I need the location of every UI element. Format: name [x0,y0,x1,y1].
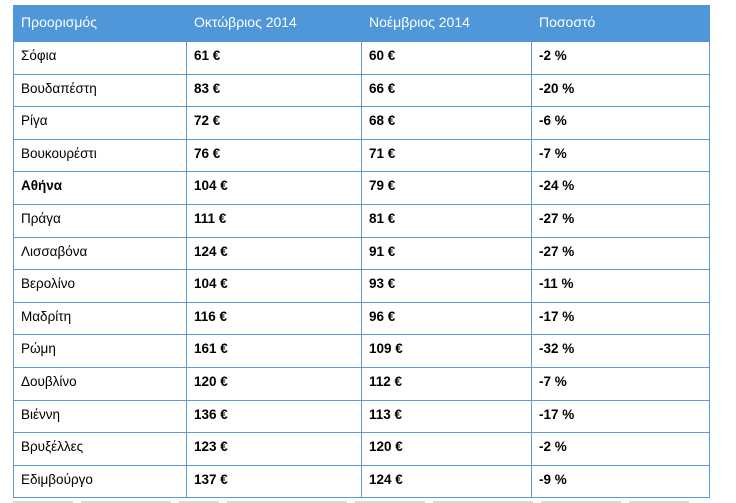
cell-destination: Πράγα [13,203,187,238]
cell-october-price: 83 € [186,73,362,108]
table-row: Ρίγα 72 €68 € -6 % [13,106,710,140]
cell-percentage: -20 % [531,73,710,108]
cell-october-price: 72 € [186,106,362,140]
cell-percentage: -27 % [531,236,710,271]
cell-percentage: -24 % [531,171,710,205]
table-row: Βουκουρέστι 76 €71 € -7 % [13,138,710,173]
cell-destination: Εδιμβούργο [13,464,187,499]
cell-destination: Ρώμη [13,334,187,368]
table-header: Προορισμός Οκτώβριος 2014 Νοέμβριος 2014… [13,5,710,42]
table-row: Σόφια 61 €60 € -2 % [13,41,710,75]
cell-november-price: 91 € [361,236,532,271]
cell-november-price: 81 € [361,203,532,238]
cell-november-price: 60 € [361,41,532,75]
table-row: Βρυξέλλες 123 €120 € -2 % [13,432,710,466]
cell-october-price: 120 € [186,366,362,401]
cell-november-price: 112 € [361,366,532,401]
cell-october-price: 124 € [186,236,362,271]
cell-november-price: 96 € [361,301,532,336]
cell-percentage: -6 % [531,106,710,140]
cell-destination: Βερολίνο [13,269,187,303]
cell-percentage: -2 % [531,432,710,466]
cell-october-price: 61 € [186,41,362,75]
cell-november-price: 109 € [361,334,532,368]
cell-percentage: -11 % [531,269,710,303]
cell-october-price: 137 € [186,464,362,499]
cell-november-price: 113 € [361,399,532,434]
table-row: Βερολίνο 104 €93 € -11 % [13,269,710,303]
cell-percentage: -9 % [531,464,710,499]
cell-october-price: 76 € [186,138,362,173]
cell-october-price: 123 € [186,432,362,466]
cell-october-price: 116 € [186,301,362,336]
table-row: Λισσαβόνα 124 €91 € -27 % [13,236,710,271]
cell-percentage: -27 % [531,203,710,238]
cell-october-price: 161 € [186,334,362,368]
cell-percentage: -17 % [531,301,710,336]
table-row: Αθήνα 104 €79 € -24 % [13,171,710,205]
cell-destination: Δουβλίνο [13,366,187,401]
cell-destination: Ρίγα [13,106,187,140]
cell-november-price: 93 € [361,269,532,303]
cell-november-price: 71 € [361,138,532,173]
price-table-container: Προορισμός Οκτώβριος 2014 Νοέμβριος 2014… [13,5,710,499]
table-row: Πράγα 111 €81 € -27 % [13,203,710,238]
cell-destination: Βρυξέλλες [13,432,187,466]
price-comparison-table: Προορισμός Οκτώβριος 2014 Νοέμβριος 2014… [13,5,710,499]
table-row: Βιέννη 136 €113 € -17 % [13,399,710,434]
cell-destination: Βιέννη [13,399,187,434]
header-destination: Προορισμός [13,5,187,42]
cell-november-price: 79 € [361,171,532,205]
cell-november-price: 68 € [361,106,532,140]
cell-october-price: 111 € [186,203,362,238]
header-november-2014: Νοέμβριος 2014 [361,5,532,42]
cut-off-text-line [13,492,709,503]
cell-destination: Μαδρίτη [13,301,187,336]
cell-destination: Βουκουρέστι [13,138,187,173]
table-row: Εδιμβούργο 137 €124 € -9 % [13,464,710,499]
cell-percentage: -7 % [531,138,710,173]
cell-percentage: -7 % [531,366,710,401]
header-october-2014: Οκτώβριος 2014 [186,5,362,42]
table-row: Δουβλίνο 120 €112 € -7 % [13,366,710,401]
cell-percentage: -32 % [531,334,710,368]
cell-october-price: 136 € [186,399,362,434]
table-body: Σόφια 61 €60 € -2 % Βουδαπέστη 83 €66 € -20 %… [13,41,710,499]
cell-destination: Σόφια [13,41,187,75]
cell-destination: Αθήνα [13,171,187,205]
header-percentage: Ποσοστό [531,5,710,42]
cell-november-price: 120 € [361,432,532,466]
table-row: Ρώμη 161 €109 € -32 % [13,334,710,368]
cell-percentage: -17 % [531,399,710,434]
cell-destination: Λισσαβόνα [13,236,187,271]
cell-destination: Βουδαπέστη [13,73,187,108]
table-row: Βουδαπέστη 83 €66 € -20 % [13,73,710,108]
header-row: Προορισμός Οκτώβριος 2014 Νοέμβριος 2014… [13,5,710,42]
cell-october-price: 104 € [186,269,362,303]
cell-november-price: 66 € [361,73,532,108]
cell-october-price: 104 € [186,171,362,205]
cell-percentage: -2 % [531,41,710,75]
table-row: Μαδρίτη 116 €96 € -17 % [13,301,710,336]
